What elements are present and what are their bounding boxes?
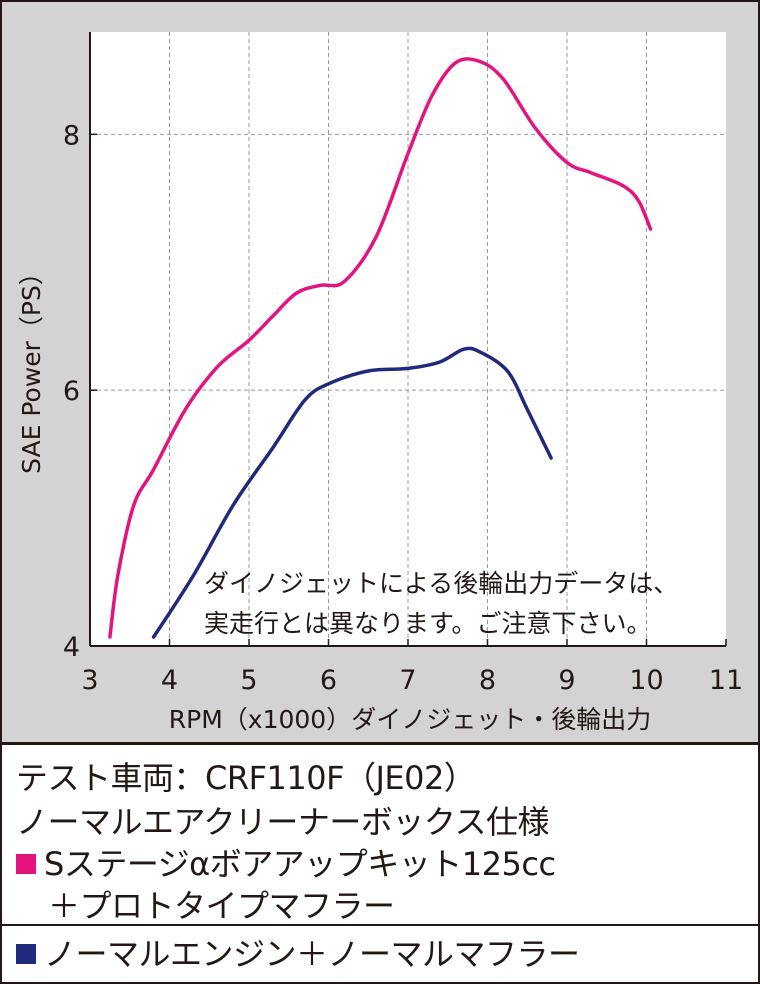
y-tick-label-4: 4 [63, 632, 80, 663]
vehicle-text: テスト車両：CRF110F（JE02） [16, 759, 476, 797]
chart-panel: 3 4 5 6 7 8 9 10 11 4 6 8 ダイノジェットによる後輪出力データは、 実走行とは… [2, 2, 758, 745]
series-line-normal [151, 346, 553, 639]
spec-text: ノーマルエアクリーナーボックス仕様 [16, 803, 549, 841]
x-tick-label-3: 3 [81, 665, 98, 696]
x-axis-label: RPM（x1000）ダイノジェット・後輪出力 [169, 705, 651, 734]
x-tick-label-8: 8 [479, 665, 496, 696]
legend-bore-up-label: Sステージαボアアップキット125cc [44, 845, 556, 883]
x-tick-label-5: 5 [240, 665, 257, 696]
legend-normal-label: ノーマルエンジン＋ノーマルマフラー [44, 935, 580, 973]
annotation-line-2: 実走行とは異なります。ご注意下さい。 [204, 609, 652, 638]
pink-swatch [16, 854, 36, 874]
legend-bore-up-label-2: ＋プロトタイプマフラー [48, 887, 395, 925]
navy-swatch [16, 944, 36, 964]
legend-entry-bore-up-cont: ＋プロトタイプマフラー [48, 884, 395, 928]
x-tick-label-11: 11 [709, 665, 743, 696]
y-tick-label-8: 8 [63, 120, 80, 151]
data-series [108, 57, 653, 639]
grid-lines [90, 32, 726, 646]
x-tick-label-6: 6 [320, 665, 337, 696]
legend-entry-normal: ノーマルエンジン＋ノーマルマフラー [16, 932, 580, 976]
x-tick-label-7: 7 [399, 665, 416, 696]
series-line-bore-up [108, 57, 653, 639]
y-tick-label-6: 6 [63, 376, 80, 407]
x-tick-label-10: 10 [629, 665, 663, 696]
y-axis-label: SAE Power（PS） [17, 260, 46, 474]
legend-vehicle: テスト車両：CRF110F（JE02） [16, 756, 476, 800]
legend-divider [2, 924, 758, 926]
legend-spec: ノーマルエアクリーナーボックス仕様 [16, 800, 549, 844]
x-tick-label-4: 4 [161, 665, 178, 696]
x-tick-label-9: 9 [558, 665, 575, 696]
annotation-line-1: ダイノジェットによる後輪出力データは、 [204, 569, 678, 598]
legend-entry-bore-up: Sステージαボアアップキット125cc [16, 842, 556, 886]
